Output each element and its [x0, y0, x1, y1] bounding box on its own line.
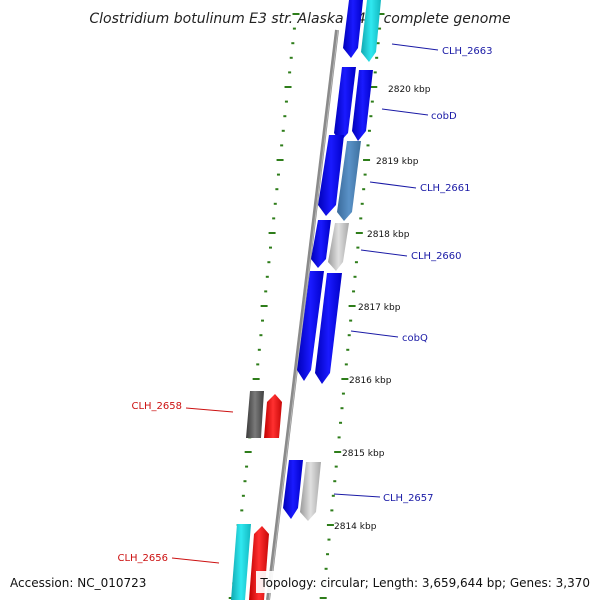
gene-block[interactable]: [334, 67, 356, 142]
gene-label[interactable]: CLH_2658: [131, 401, 182, 412]
gene-track-reverse: [231, 391, 282, 600]
gene-block[interactable]: [343, 0, 363, 58]
gene-label[interactable]: CLH_2660: [411, 251, 462, 262]
leader-lines: [171, 43, 439, 564]
map-title: Clostridium botulinum E3 str. Alaska E43…: [89, 11, 510, 27]
gene-block-clh2660[interactable]: [328, 223, 349, 271]
scale-label: 2817 kbp: [358, 303, 401, 313]
scale-label: 2819 kbp: [376, 157, 419, 167]
gene-label[interactable]: CLH_2657: [383, 493, 434, 504]
gene-block[interactable]: [297, 271, 324, 381]
gene-block[interactable]: [283, 460, 303, 519]
gene-track-forward: [283, 0, 381, 521]
gene-label[interactable]: cobQ: [402, 333, 428, 344]
gene-block-clh2656[interactable]: [231, 524, 251, 600]
gene-label[interactable]: cobD: [431, 111, 457, 122]
footer-summary-bg: [256, 571, 596, 593]
gene-block-cobd[interactable]: [352, 70, 373, 141]
gene-block-cobq[interactable]: [315, 273, 342, 384]
scale-label: 2818 kbp: [367, 230, 410, 240]
gene-block-clh2658-partner[interactable]: [246, 391, 264, 438]
gene-label[interactable]: CLH_2661: [420, 183, 471, 194]
gene-label[interactable]: CLH_2656: [117, 553, 168, 564]
footer-accession-bg: [4, 571, 152, 593]
footer-accession: Accession: NC_010723: [10, 576, 146, 590]
scale-labels: 2820 kbp 2819 kbp 2818 kbp 2817 kbp 2816…: [334, 85, 431, 532]
scale-label: 2815 kbp: [342, 449, 385, 459]
gene-label[interactable]: CLH_2663: [442, 46, 493, 57]
genome-backbone: [266, 29, 339, 600]
gene-block-clh2658[interactable]: [264, 394, 282, 438]
scale-label: 2814 kbp: [334, 522, 377, 532]
scale-label: 2816 kbp: [349, 376, 392, 386]
gene-block-clh2657[interactable]: [300, 462, 321, 521]
footer-summary: Topology: circular; Length: 3,659,644 bp…: [259, 576, 590, 590]
gene-block-clh2661[interactable]: [337, 141, 361, 221]
gene-block[interactable]: [311, 220, 331, 268]
gene-block[interactable]: [318, 135, 344, 216]
gene-block-clh2663[interactable]: [361, 0, 381, 62]
gene-labels: CLH_2663 cobD CLH_2661 CLH_2660 cobQ CLH…: [117, 46, 492, 564]
scale-label: 2820 kbp: [388, 85, 431, 95]
